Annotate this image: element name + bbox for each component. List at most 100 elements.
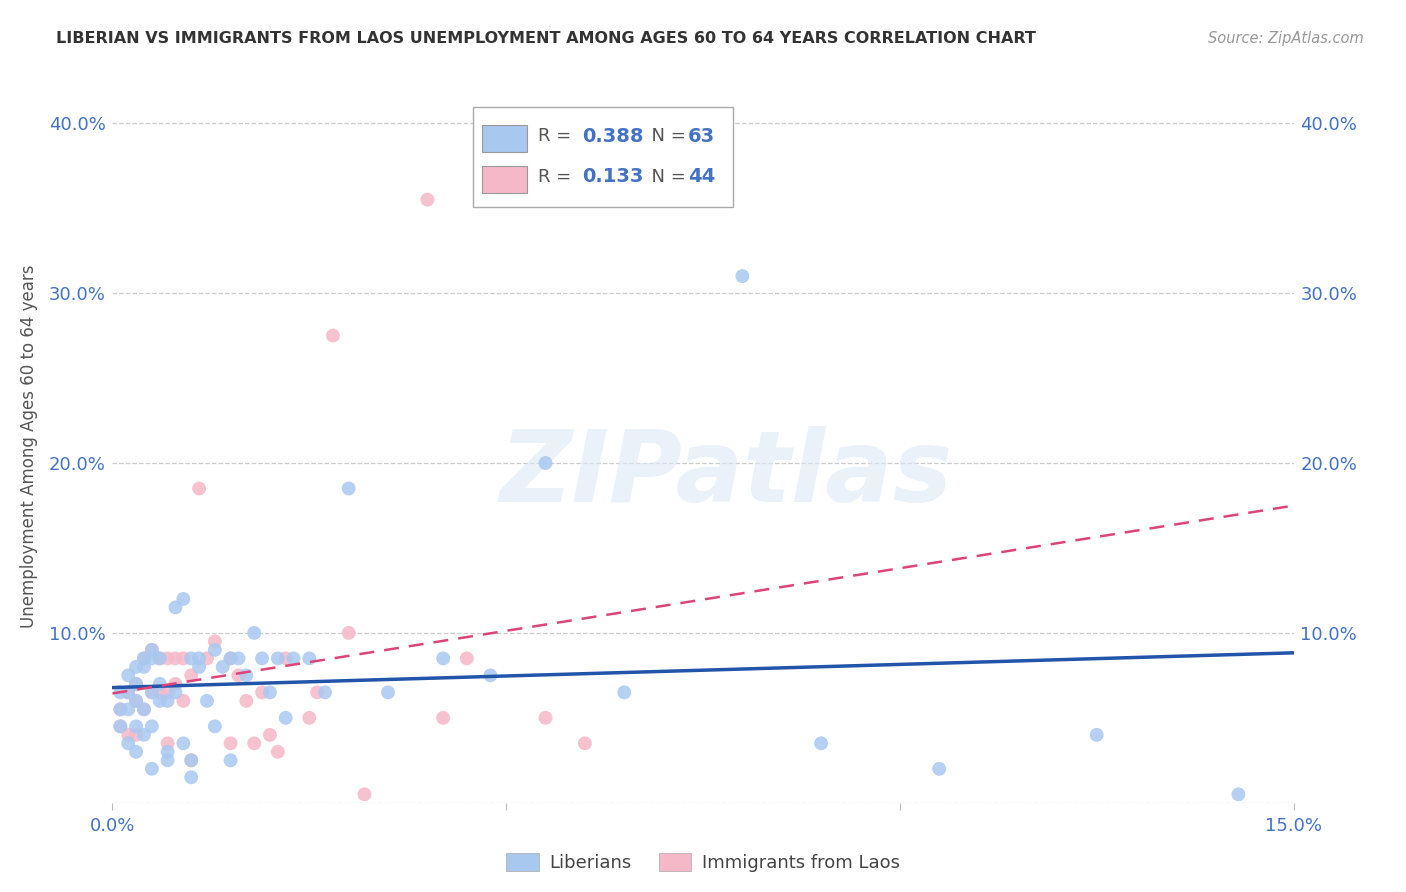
Point	[228, 668, 250, 682]
Point	[165, 651, 187, 665]
Point	[307, 685, 329, 699]
Point	[149, 651, 172, 665]
Point	[204, 719, 226, 733]
Point	[250, 651, 273, 665]
Point	[141, 719, 163, 733]
Text: Source: ZipAtlas.com: Source: ZipAtlas.com	[1208, 31, 1364, 46]
Point	[110, 702, 132, 716]
Point	[219, 651, 242, 665]
Point	[274, 651, 297, 665]
Point	[117, 685, 139, 699]
Point	[132, 651, 155, 665]
Point	[117, 685, 139, 699]
Point	[180, 770, 202, 784]
Point	[110, 702, 132, 716]
Point	[188, 651, 211, 665]
Point	[810, 736, 832, 750]
Point	[110, 685, 132, 699]
Point	[195, 651, 218, 665]
Point	[141, 685, 163, 699]
Point	[479, 668, 502, 682]
Point	[432, 651, 454, 665]
Point	[204, 634, 226, 648]
Point	[211, 660, 233, 674]
Point	[117, 668, 139, 682]
Point	[149, 677, 172, 691]
Point	[274, 711, 297, 725]
Bar	[482, 166, 527, 193]
Point	[156, 685, 179, 699]
Point	[235, 694, 257, 708]
Point	[219, 736, 242, 750]
Point	[156, 694, 179, 708]
Point	[172, 651, 194, 665]
Point	[141, 685, 163, 699]
Point	[250, 685, 273, 699]
Point	[149, 694, 172, 708]
Point	[298, 651, 321, 665]
Point	[141, 643, 163, 657]
Text: LIBERIAN VS IMMIGRANTS FROM LAOS UNEMPLOYMENT AMONG AGES 60 TO 64 YEARS CORRELAT: LIBERIAN VS IMMIGRANTS FROM LAOS UNEMPLO…	[56, 31, 1036, 46]
Point	[337, 482, 360, 496]
Point	[149, 651, 172, 665]
Point	[156, 651, 179, 665]
Point	[195, 694, 218, 708]
Point	[322, 328, 344, 343]
Point	[353, 787, 375, 801]
Text: 0.388: 0.388	[582, 127, 644, 145]
Point	[110, 719, 132, 733]
Point	[259, 685, 281, 699]
Point	[928, 762, 950, 776]
Point	[204, 643, 226, 657]
Point	[1085, 728, 1108, 742]
Text: ZIPatlas: ZIPatlas	[501, 426, 953, 523]
Point	[125, 719, 148, 733]
Point	[172, 694, 194, 708]
Point	[1227, 787, 1250, 801]
Text: N =: N =	[640, 168, 692, 186]
Point	[156, 753, 179, 767]
Point	[180, 753, 202, 767]
Point	[149, 685, 172, 699]
Point	[219, 753, 242, 767]
Point	[613, 685, 636, 699]
Text: R =: R =	[537, 168, 576, 186]
Point	[172, 736, 194, 750]
Point	[180, 753, 202, 767]
Point	[132, 728, 155, 742]
Legend: Liberians, Immigrants from Laos: Liberians, Immigrants from Laos	[499, 846, 907, 880]
Point	[432, 711, 454, 725]
Point	[132, 702, 155, 716]
Point	[228, 651, 250, 665]
FancyBboxPatch shape	[472, 107, 733, 207]
Point	[132, 660, 155, 674]
Point	[125, 677, 148, 691]
Point	[117, 702, 139, 716]
Text: 63: 63	[688, 127, 714, 145]
Point	[165, 600, 187, 615]
Point	[298, 711, 321, 725]
Point	[125, 745, 148, 759]
Point	[172, 591, 194, 606]
Point	[456, 651, 478, 665]
Point	[219, 651, 242, 665]
Point	[534, 456, 557, 470]
Point	[125, 694, 148, 708]
Point	[141, 643, 163, 657]
Text: N =: N =	[640, 128, 692, 145]
Point	[156, 736, 179, 750]
Point	[125, 660, 148, 674]
Point	[574, 736, 596, 750]
Point	[416, 193, 439, 207]
Point	[125, 677, 148, 691]
Point	[125, 694, 148, 708]
Point	[314, 685, 336, 699]
Point	[132, 702, 155, 716]
Point	[125, 728, 148, 742]
Point	[165, 685, 187, 699]
Text: 0.133: 0.133	[582, 168, 644, 186]
Point	[731, 269, 754, 284]
Point	[283, 651, 305, 665]
Point	[259, 728, 281, 742]
Point	[188, 482, 211, 496]
